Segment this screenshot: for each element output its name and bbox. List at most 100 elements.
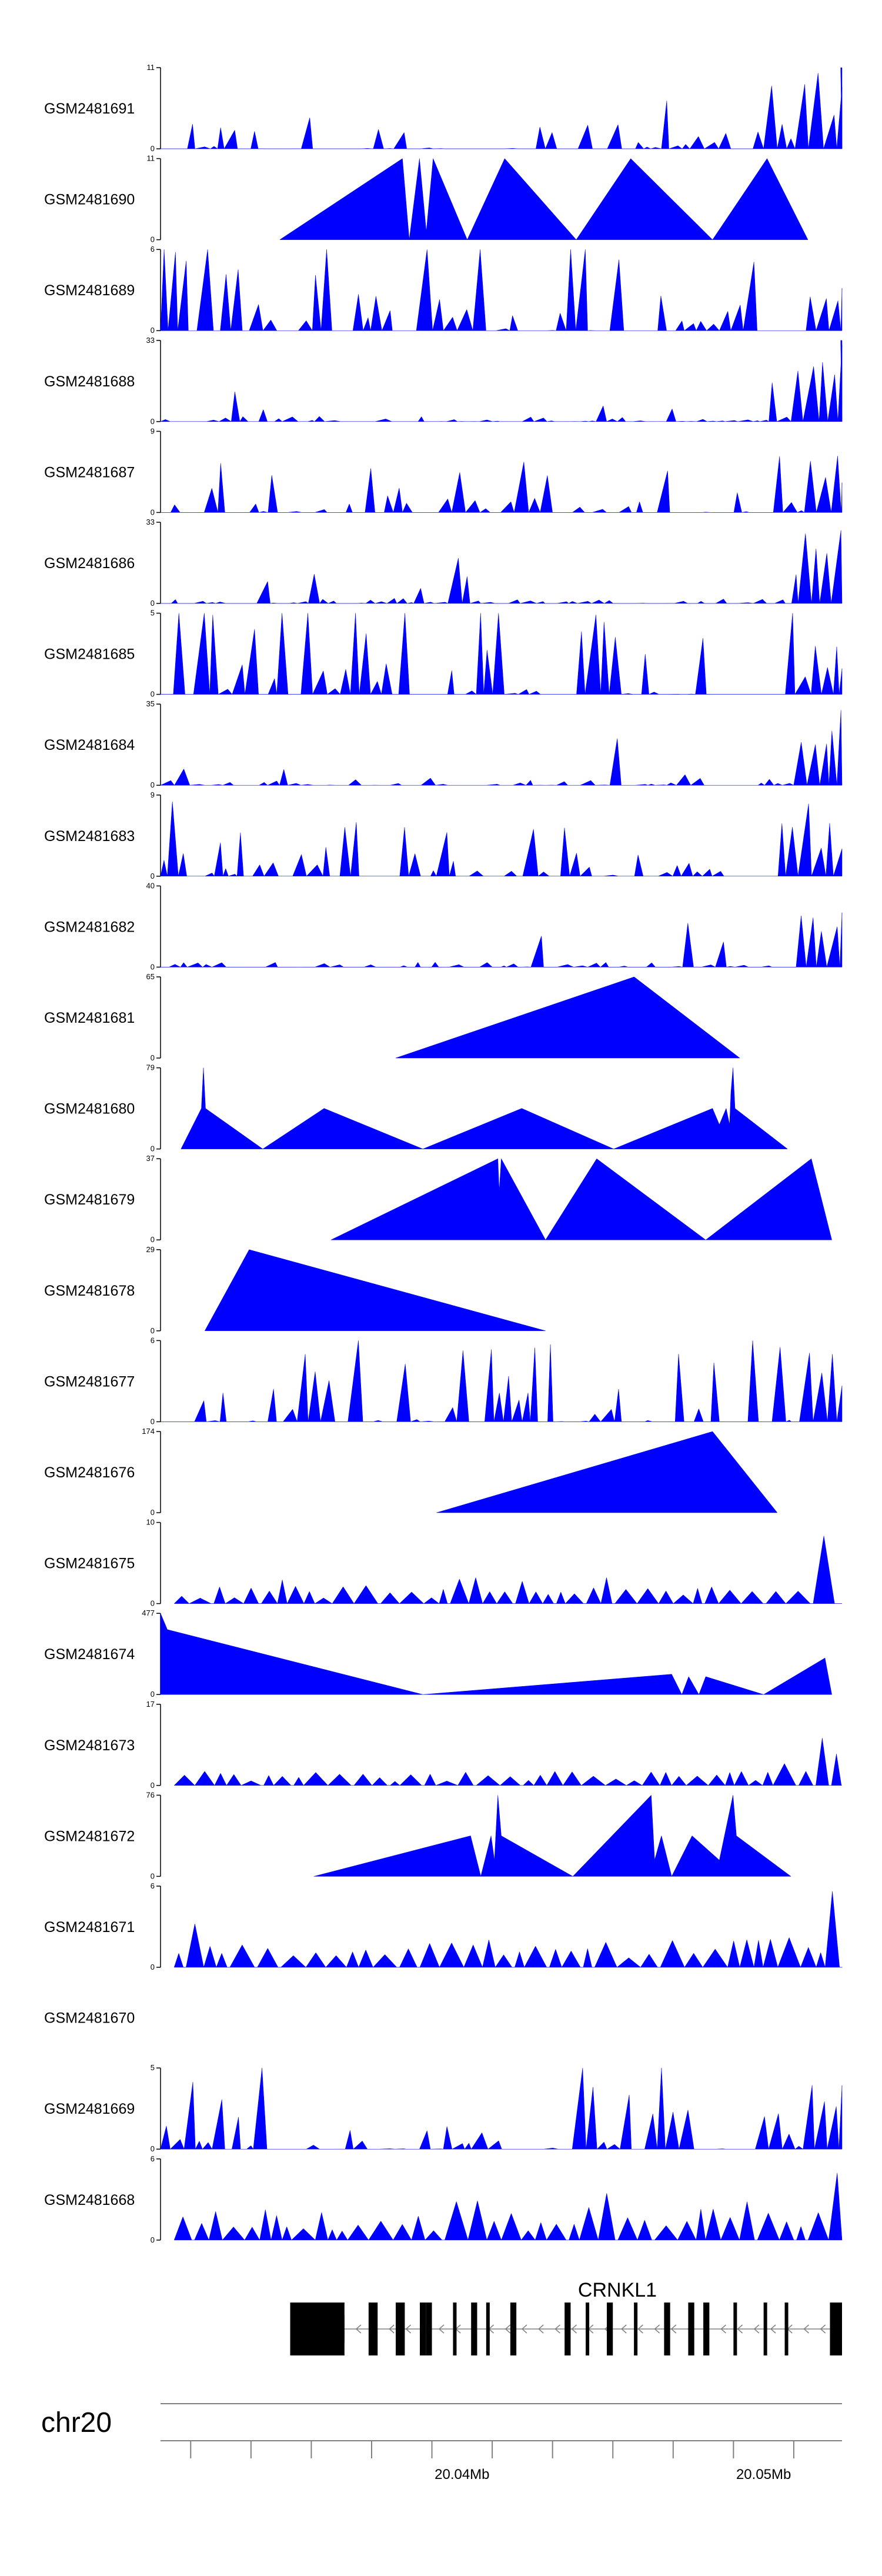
coverage-area [204,1249,546,1332]
strand-arrow [753,2324,760,2334]
track-label: GSM2481686 [44,555,135,572]
track-GSM2481676: GSM2481676 174 0 [44,1427,778,1517]
track-ymax-label: 9 [151,790,155,799]
track-GSM2481690: GSM2481690 11 0 [44,154,808,244]
track-GSM2481688: GSM2481688 33 0 [44,336,843,426]
track-ymax-label: 33 [146,336,155,345]
track-label: GSM2481669 [44,2101,135,2117]
gene-exon [688,2303,694,2355]
track-ymin-label: 0 [151,1963,155,1971]
track-ymax-label: 477 [142,1609,155,1617]
track-GSM2481677: GSM2481677 6 0 [44,1336,843,1426]
track-GSM2481687: GSM2481687 9 0 [44,426,843,516]
track-GSM2481675: GSM2481675 10 0 [44,1518,842,1608]
track-ymin-label: 0 [151,235,155,244]
track-ymax-label: 6 [151,1336,155,1344]
track-label: GSM2481691 [44,101,135,117]
track-label: GSM2481689 [44,282,135,299]
track-ymax-label: 9 [151,426,155,435]
track-ymax-label: 40 [146,881,155,890]
data-tracks: GSM2481691110GSM2481690110GSM248168960GS… [44,63,843,2244]
coverage-area [160,249,843,332]
track-label: GSM2481682 [44,919,135,935]
track-ymin-label: 0 [151,1599,155,1608]
track-ymin-label: 0 [151,2144,155,2153]
track-ymin-label: 0 [151,1508,155,1517]
coverage-area [173,2173,843,2241]
strand-arrow [737,2324,743,2334]
track-ymax-label: 6 [151,1881,155,1890]
track-ymax-label: 35 [146,699,155,708]
gene-exon [664,2303,670,2355]
track-label: GSM2481681 [44,1010,135,1026]
track-ymin-label: 0 [151,508,155,516]
track-ymax-label: 10 [146,1518,155,1527]
gene-exon [564,2303,571,2355]
gene-exon [396,2303,405,2355]
coverage-area [160,340,843,422]
gene-exon [486,2303,490,2355]
track-ymin-label: 0 [151,1781,155,1790]
coverage-area [160,710,843,786]
strand-arrow [538,2324,544,2334]
strand-arrow [654,2324,660,2334]
strand-arrow [820,2324,826,2334]
track-ymax-label: 65 [146,972,155,981]
strand-arrow [670,2324,677,2334]
coverage-area [436,1431,778,1513]
gene-exon [290,2303,345,2355]
chromosome-label: chr20 [41,2407,112,2438]
track-ymax-label: 33 [146,518,155,526]
genome-axis: chr20 20.04Mb 20.05Mb [41,2403,842,2482]
track-ymax-label: 6 [151,2154,155,2163]
track-GSM2481691: GSM2481691 11 0 [44,63,843,153]
track-label: GSM2481676 [44,1464,135,1481]
track-ymin-label: 0 [151,872,155,880]
track-ymax-label: 11 [147,154,155,163]
strand-arrow [389,2324,395,2334]
coverage-area [160,2068,843,2150]
strand-arrow [803,2324,809,2334]
track-ymax-label: 76 [146,1790,155,1799]
coverage-area [161,613,843,695]
track-ymin-label: 0 [151,690,155,699]
track-ymin-label: 0 [151,1417,155,1426]
coverage-area [173,1738,842,1786]
track-GSM2481673: GSM2481673 17 0 [44,1700,842,1790]
gene-exon [830,2303,842,2355]
track-GSM2481679: GSM2481679 37 0 [44,1154,832,1244]
strand-arrow [521,2324,527,2334]
track-label: GSM2481687 [44,464,135,481]
coverage-area [161,530,843,604]
track-ymin-label: 0 [151,417,155,426]
track-GSM2481669: GSM2481669 5 0 [44,2063,843,2153]
track-GSM2481686: GSM2481686 33 0 [44,518,843,608]
track-ymax-label: 37 [146,1154,155,1163]
gene-exon [763,2303,767,2355]
track-GSM2481685: GSM2481685 5 0 [44,609,843,699]
track-ymax-label: 17 [146,1700,155,1709]
track-label: GSM2481674 [44,1646,135,1663]
track-ymin-label: 0 [151,1690,155,1699]
strand-arrow [405,2324,412,2334]
coverage-area [173,1536,842,1604]
track-GSM2481674: GSM2481674 477 0 [44,1609,832,1699]
coverage-area [330,1158,832,1240]
track-GSM2481681: GSM2481681 65 0 [44,972,740,1062]
coverage-area [161,1340,843,1422]
track-ymax-label: 5 [151,2063,155,2072]
gene-exon [368,2303,378,2355]
strand-arrow [571,2324,577,2334]
gene-exon [426,2303,432,2355]
strand-arrow [770,2324,776,2334]
strand-arrow [554,2324,560,2334]
track-ymax-label: 6 [151,245,155,253]
track-label: GSM2481685 [44,646,135,663]
strand-arrow [505,2324,511,2334]
gene-exon [634,2303,638,2355]
coverage-area [160,1613,832,1695]
track-ymin-label: 0 [151,2235,155,2244]
ruler-tick-label: 20.04Mb [435,2467,489,2482]
track-label: GSM2481684 [44,737,135,753]
strand-arrow [720,2324,726,2334]
